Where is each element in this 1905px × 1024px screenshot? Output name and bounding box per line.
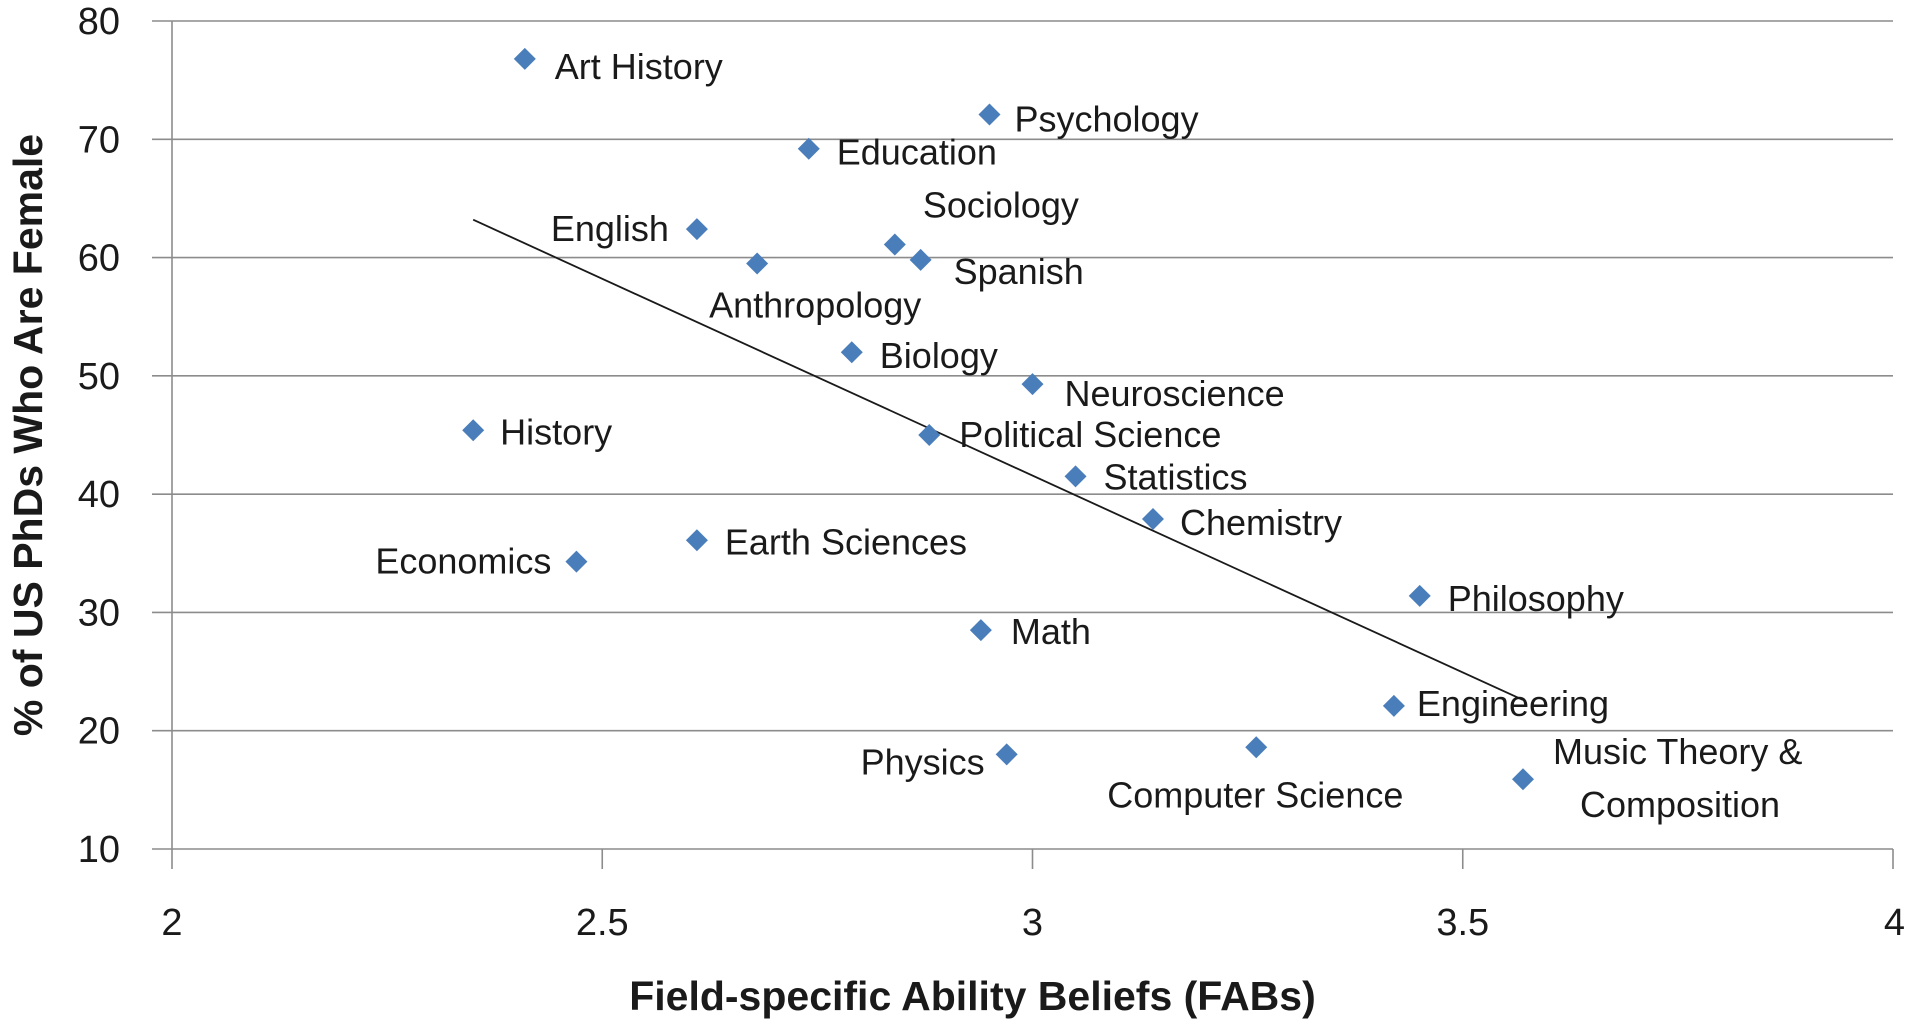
data-points <box>462 47 1534 791</box>
trendline-layer <box>472 218 1524 701</box>
point-label: Philosophy <box>1448 578 1624 619</box>
y-tick-label: 30 <box>78 592 120 634</box>
point-label: Economics <box>375 541 551 582</box>
data-point <box>883 233 906 256</box>
point-label: Engineering <box>1417 683 1609 724</box>
x-tick-label: 4 <box>1884 902 1905 944</box>
data-point <box>1141 507 1164 530</box>
point-label: Psychology <box>1014 98 1198 139</box>
point-label: Music Theory & Composition <box>1553 731 1802 825</box>
data-point <box>746 252 769 275</box>
point-label: English <box>551 208 669 249</box>
data-point <box>918 424 941 446</box>
data-point <box>1382 694 1405 717</box>
data-point <box>969 619 992 642</box>
point-label: Math <box>1011 611 1091 652</box>
x-tick-label: 3.5 <box>1436 902 1489 944</box>
point-label: Computer Science <box>1107 774 1403 815</box>
data-point <box>685 529 708 552</box>
point-label: Biology <box>880 335 998 376</box>
point-label: Political Science <box>959 414 1221 455</box>
data-point <box>1064 465 1087 488</box>
point-label: Art History <box>555 46 723 87</box>
data-point <box>513 47 536 70</box>
x-tick-label: 2.5 <box>576 902 629 944</box>
data-point <box>1021 373 1044 396</box>
point-label: Spanish <box>954 251 1084 292</box>
y-tick-label: 10 <box>78 829 120 871</box>
data-point <box>1245 736 1268 759</box>
x-tick-label: 2 <box>161 902 182 944</box>
data-point <box>995 743 1018 766</box>
y-axis-title: % of US PhDs Who Are Female <box>5 134 51 736</box>
y-tick-label: 80 <box>78 1 120 43</box>
data-point <box>1511 768 1534 791</box>
data-point <box>978 103 1001 126</box>
point-label: Sociology <box>923 185 1079 226</box>
point-labels: Art History Psychology Education English Soc… <box>375 46 1802 825</box>
data-point <box>462 419 485 442</box>
axes <box>152 20 1894 869</box>
x-axis-title: Field-specific Ability Beliefs (FABs) <box>629 973 1316 1019</box>
x-tick-label: 3 <box>1022 902 1043 944</box>
gridlines <box>172 20 1893 732</box>
data-point <box>685 218 708 241</box>
point-label: Chemistry <box>1180 502 1342 543</box>
point-label: Education <box>837 132 997 173</box>
data-point <box>565 550 588 573</box>
point-label: Statistics <box>1104 456 1248 497</box>
y-tick-label: 50 <box>78 356 120 398</box>
data-point <box>1408 584 1431 607</box>
data-point <box>840 341 863 364</box>
point-label: Neuroscience <box>1065 373 1285 414</box>
y-tick-label: 70 <box>78 119 120 161</box>
point-label: Anthropology <box>709 284 921 325</box>
y-tick-label: 20 <box>78 711 120 753</box>
point-label: Physics <box>861 741 985 782</box>
point-label: History <box>500 411 612 452</box>
point-label: Earth Sciences <box>725 521 967 562</box>
y-tick-label: 40 <box>78 474 120 516</box>
data-point <box>797 137 820 160</box>
tick-labels: 10 20 30 40 50 60 70 80 2 2.5 3 3.5 4 <box>78 1 1905 944</box>
y-tick-label: 60 <box>78 238 120 280</box>
data-point <box>909 248 932 271</box>
trendline <box>472 218 1524 701</box>
